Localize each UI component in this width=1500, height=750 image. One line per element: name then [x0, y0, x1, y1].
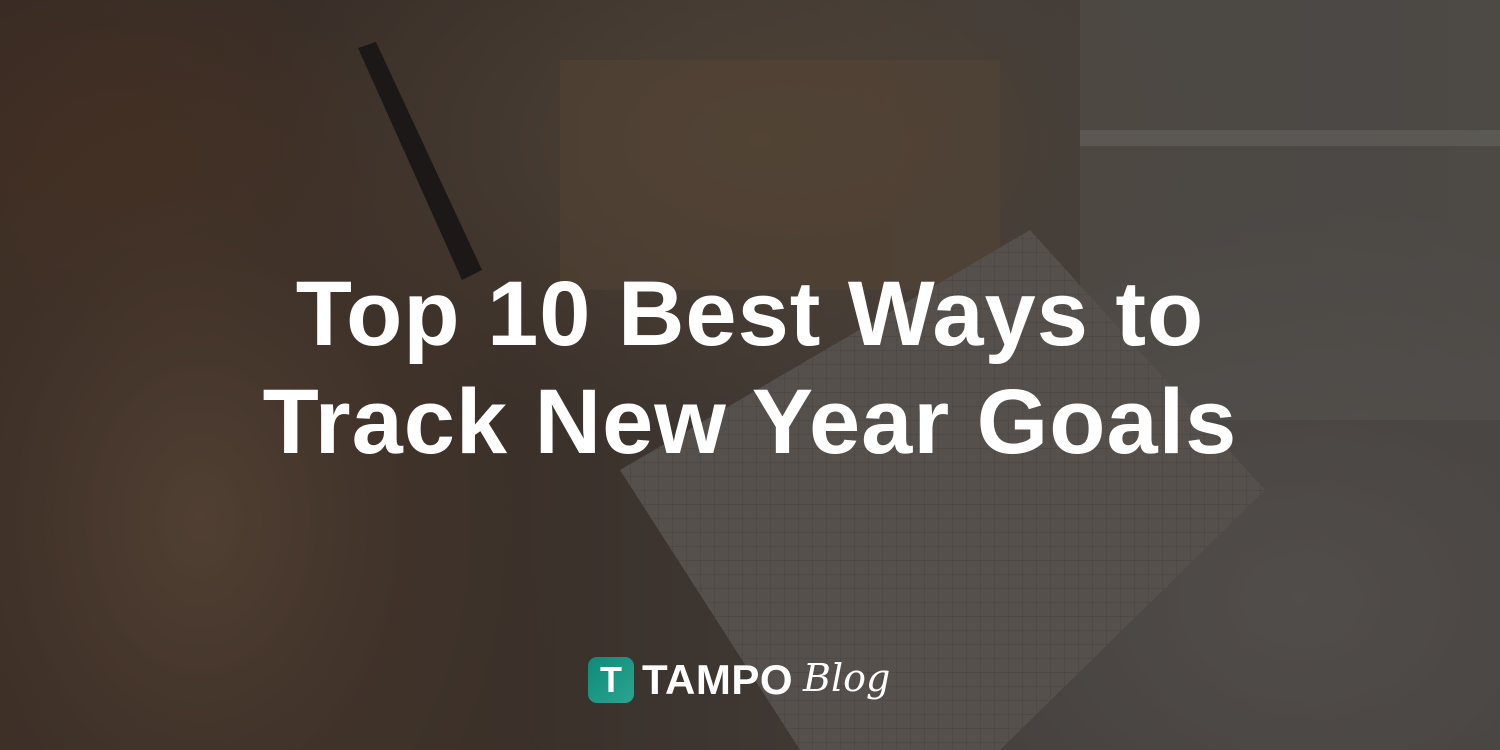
logo-suffix: Blog — [803, 656, 891, 700]
background-shelf — [1080, 0, 1500, 420]
tampo-blog-logo: T TAMPO Blog — [588, 656, 890, 704]
headline: Top 10 Best Ways to Track New Year Goals — [0, 260, 1500, 476]
background-shelf-board — [1080, 130, 1500, 146]
background-box — [560, 60, 1000, 290]
headline-line-1: Top 10 Best Ways to — [295, 263, 1205, 365]
logo-wordmark: TAMPO — [642, 656, 794, 703]
headline-line-2: Track New Year Goals — [262, 371, 1238, 473]
tampo-logo-icon: T — [588, 657, 634, 703]
